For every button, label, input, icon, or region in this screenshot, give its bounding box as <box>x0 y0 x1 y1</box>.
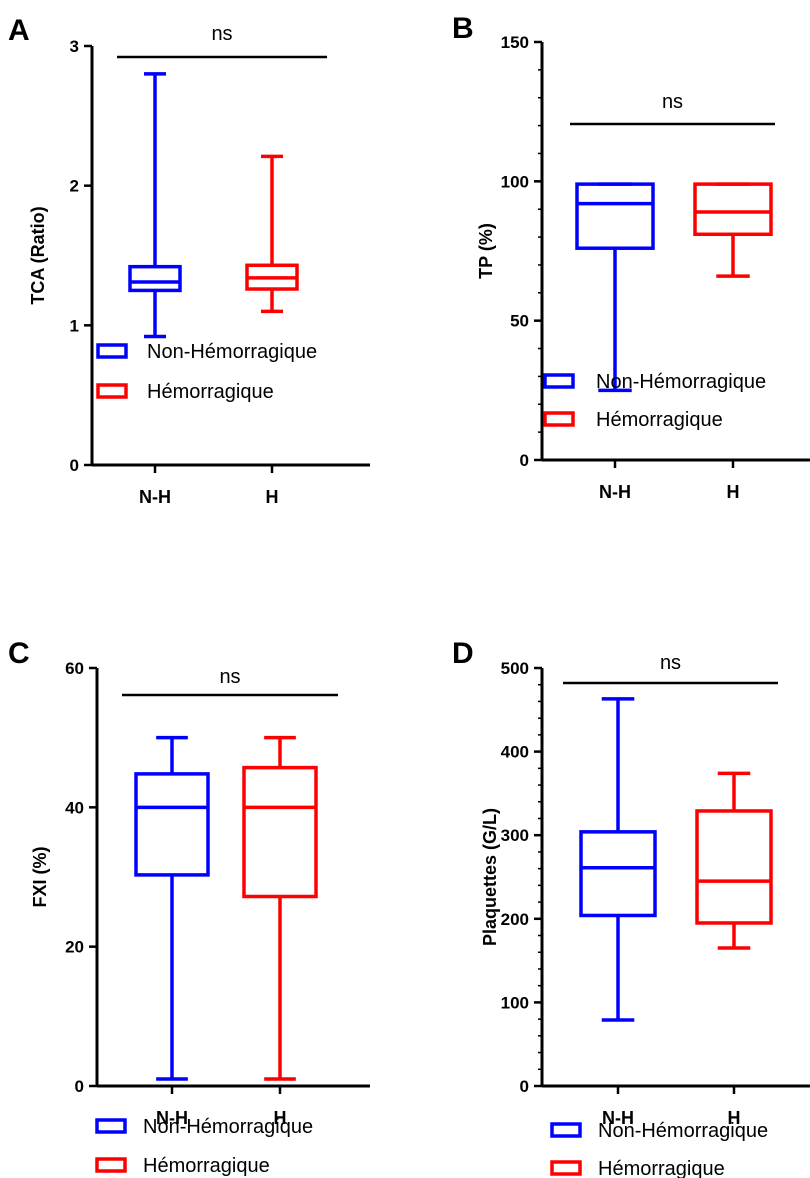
panel-letter: A <box>8 14 30 47</box>
y-tick-label: 40 <box>65 798 84 817</box>
legend-label: Non-Hémorragique <box>596 371 766 393</box>
y-tick-label: 20 <box>65 938 84 957</box>
x-category-label: H <box>727 482 740 502</box>
significance-label: ns <box>219 666 240 688</box>
y-tick-label: 0 <box>75 1077 84 1096</box>
y-tick-label: 300 <box>501 826 529 845</box>
legend-label: Non-Hémorragique <box>143 1116 313 1138</box>
x-category-label: H <box>728 1108 741 1128</box>
legend-label: Hémorragique <box>147 381 274 403</box>
y-tick-label: 50 <box>510 312 529 331</box>
significance-label: ns <box>662 91 683 113</box>
panel-letter: B <box>452 12 474 45</box>
x-category-label: H <box>266 487 279 507</box>
y-axis-title: Plaquettes (G/L) <box>480 808 500 946</box>
legend-label: Hémorragique <box>598 1158 725 1178</box>
panel-letter: C <box>8 637 30 670</box>
x-category-label: N-H <box>139 487 171 507</box>
legend-swatch <box>550 1160 582 1176</box>
y-axis-title: TP (%) <box>476 223 496 279</box>
y-tick-label: 100 <box>501 172 529 191</box>
y-tick-label: 150 <box>501 33 529 52</box>
legend-label: Non-Hémorragique <box>598 1120 768 1142</box>
x-category-label: N-H <box>599 482 631 502</box>
y-tick-label: 200 <box>501 910 529 929</box>
legend-swatch <box>543 411 575 427</box>
iqr-box <box>575 182 655 250</box>
x-category-label: N-H <box>602 1108 634 1128</box>
legend-swatch <box>96 383 128 399</box>
y-tick-label: 400 <box>501 743 529 762</box>
y-tick-label: 100 <box>501 993 529 1012</box>
panel-a: A 0 1 2 3 TCA (Ratio) N-H Hns Non-Hémorragique Hé… <box>8 14 370 507</box>
box-hemorragique <box>245 154 299 314</box>
iqr-box <box>134 772 210 877</box>
box-non-hemorragique <box>128 72 182 339</box>
legend-swatch <box>95 1157 127 1173</box>
iqr-box <box>242 765 318 899</box>
y-tick-label: 1 <box>70 316 79 335</box>
legend-label: Hémorragique <box>596 409 723 431</box>
legend-swatch <box>95 1118 127 1134</box>
y-tick-label: 0 <box>520 1077 529 1096</box>
legend-label: Non-Hémorragique <box>147 341 317 363</box>
iqr-box <box>693 182 773 237</box>
y-tick-label: 0 <box>70 456 79 475</box>
y-axis-title: TCA (Ratio) <box>28 206 48 304</box>
y-tick-label: 60 <box>65 659 84 678</box>
legend-label: Hémorragique <box>143 1155 270 1177</box>
panel-b: B 0 50 100 150 TP (%) N-H Hns Non-Hémorragique Hé… <box>452 12 810 502</box>
x-category-label: H <box>274 1108 287 1128</box>
x-category-label: N-H <box>156 1108 188 1128</box>
iqr-box <box>579 830 657 918</box>
box-hemorragique <box>695 771 773 950</box>
panel-letter: D <box>452 637 474 670</box>
box-non-hemorragique <box>579 697 657 1022</box>
y-tick-label: 3 <box>70 37 79 56</box>
box-non-hemorragique <box>575 182 655 393</box>
iqr-box <box>128 264 182 293</box>
legend-swatch <box>543 373 575 389</box>
y-tick-label: 500 <box>501 659 529 678</box>
panel-c: C 0 20 40 60 FXI (%) N-H Hns Non-Hémorragique Hém… <box>8 637 370 1177</box>
iqr-box <box>695 809 773 925</box>
legend-swatch <box>96 343 128 359</box>
box-hemorragique <box>242 735 318 1081</box>
legend-swatch <box>550 1122 582 1138</box>
significance-label: ns <box>211 23 232 45</box>
y-axis-title: FXI (%) <box>30 846 50 907</box>
box-hemorragique <box>693 182 773 278</box>
panel-d: D 0 100 200 300 400 500 Plaquettes (G/L) N-H Hns N… <box>452 637 810 1178</box>
y-tick-label: 2 <box>70 177 79 196</box>
box-non-hemorragique <box>134 735 210 1081</box>
y-tick-label: 0 <box>520 451 529 470</box>
significance-label: ns <box>660 652 681 674</box>
